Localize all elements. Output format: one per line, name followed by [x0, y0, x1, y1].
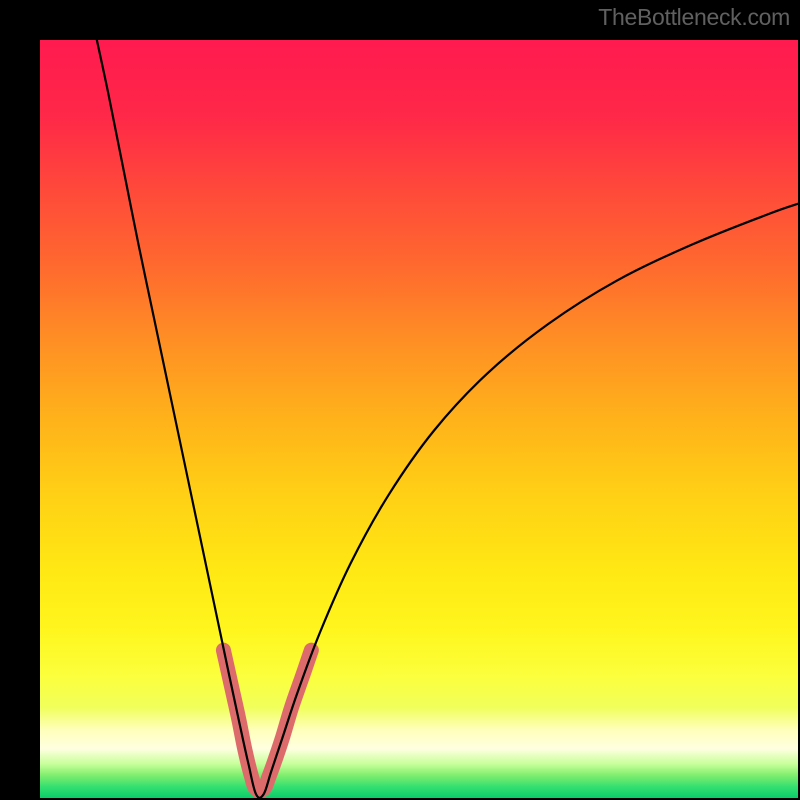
chart-container: TheBottleneck.com [0, 0, 800, 800]
bottleneck-curve-chart [40, 40, 798, 798]
plot-area [40, 40, 798, 798]
gradient-background [40, 40, 798, 798]
attribution-text: TheBottleneck.com [598, 4, 790, 31]
